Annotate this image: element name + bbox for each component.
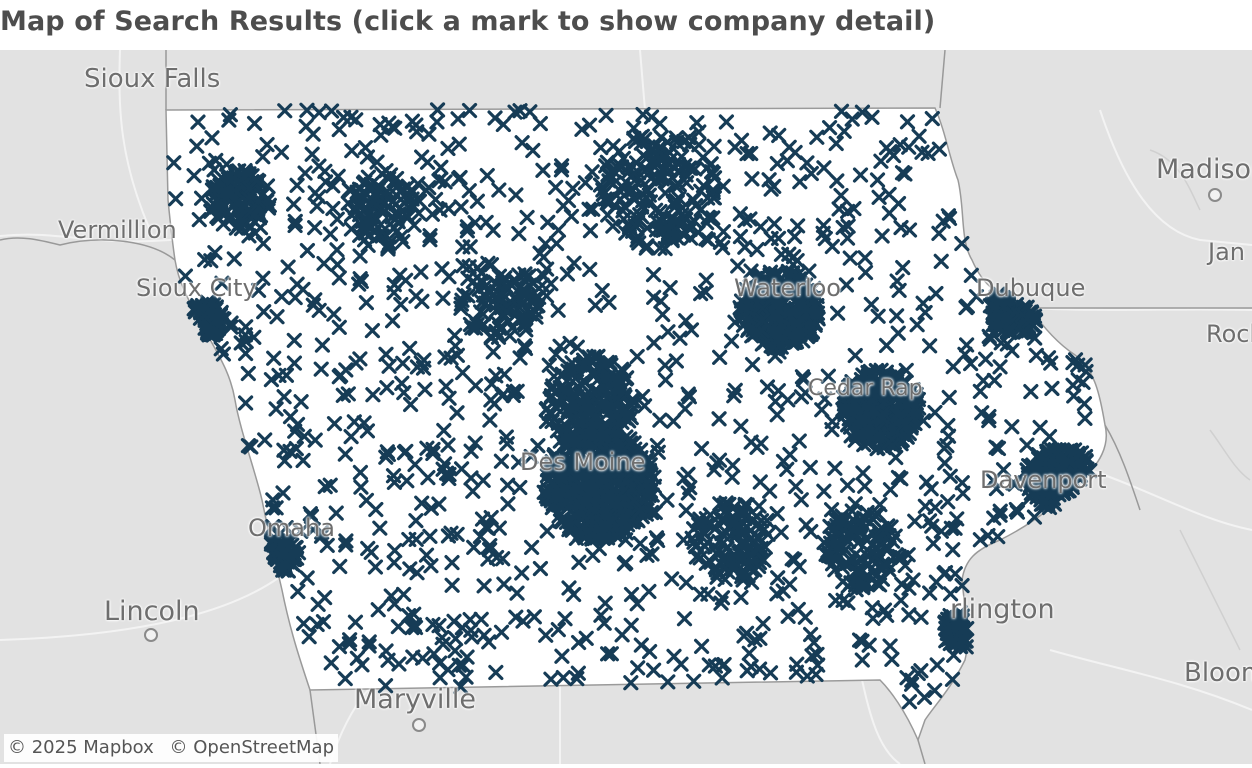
city-label-burlington: rlington — [950, 596, 1055, 623]
city-label-dubuque: Dubuque — [976, 276, 1085, 300]
city-dot-maryville — [412, 718, 426, 732]
city-dot-lincoln — [144, 628, 158, 642]
city-label-waterloo: Waterloo — [734, 276, 841, 300]
city-label-vermillion: Vermillion — [58, 218, 177, 242]
search-results-map[interactable]: Sioux Falls Vermillion Sioux City Omaha … — [0, 50, 1252, 764]
city-label-cedar-rapids: Cedar Rap — [808, 378, 923, 400]
city-label-omaha: Omaha — [248, 516, 335, 540]
map-attribution[interactable]: © 2025 Mapbox © OpenStreetMap — [4, 734, 338, 762]
city-label-davenport: Davenport — [980, 468, 1107, 492]
city-label-lincoln: Lincoln — [104, 598, 200, 625]
city-label-bloomington: Bloom — [1184, 660, 1252, 686]
city-label-madison: Madison — [1156, 156, 1252, 183]
city-label-maryville: Maryville — [354, 686, 476, 713]
city-label-janesville: Jan — [1208, 240, 1245, 264]
osm-attribution-link[interactable]: © OpenStreetMap — [170, 737, 334, 758]
mapbox-attribution-link[interactable]: © 2025 Mapbox — [8, 737, 154, 758]
city-label-sioux-falls: Sioux Falls — [84, 66, 220, 92]
city-label-des-moines: Des Moine — [520, 450, 645, 474]
city-label-rockford: Rock — [1206, 322, 1252, 346]
page-title: Map of Search Results (click a mark to s… — [0, 0, 1252, 50]
city-label-sioux-city: Sioux City — [136, 276, 257, 300]
background-rivers — [1150, 150, 1250, 650]
map-canvas[interactable] — [0, 50, 1252, 764]
city-dot-madison — [1208, 188, 1222, 202]
